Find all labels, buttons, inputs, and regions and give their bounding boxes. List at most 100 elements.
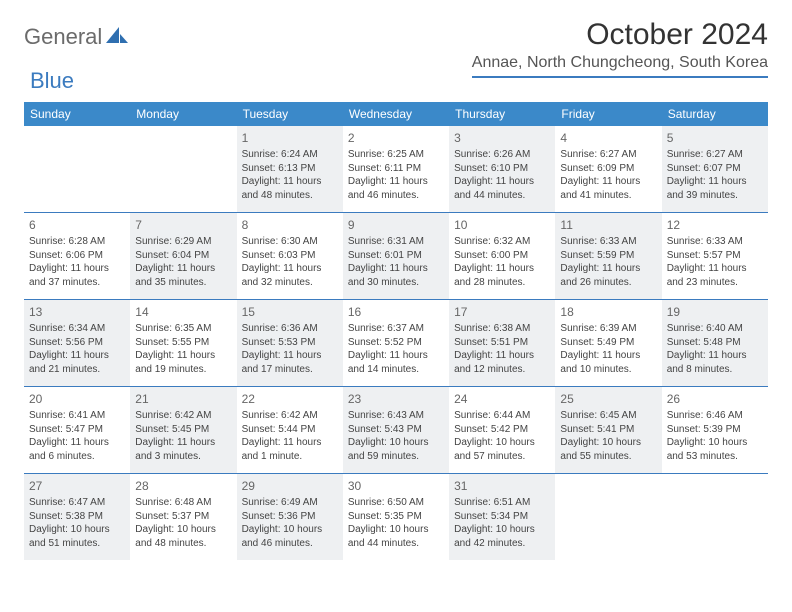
- sunset-text: Sunset: 5:35 PM: [348, 510, 444, 524]
- day-number: 19: [667, 304, 763, 320]
- day-cell: 18Sunrise: 6:39 AMSunset: 5:49 PMDayligh…: [555, 300, 661, 386]
- day-number: 30: [348, 478, 444, 494]
- sunrise-text: Sunrise: 6:34 AM: [29, 322, 125, 336]
- day-number: 15: [242, 304, 338, 320]
- sunset-text: Sunset: 5:56 PM: [29, 336, 125, 350]
- sunset-text: Sunset: 5:39 PM: [667, 423, 763, 437]
- daylight-text: and 10 minutes.: [560, 363, 656, 377]
- day-number: 7: [135, 217, 231, 233]
- sunset-text: Sunset: 6:06 PM: [29, 249, 125, 263]
- sunrise-text: Sunrise: 6:27 AM: [560, 148, 656, 162]
- day-number: 28: [135, 478, 231, 494]
- day-cell: 7Sunrise: 6:29 AMSunset: 6:04 PMDaylight…: [130, 213, 236, 299]
- sunrise-text: Sunrise: 6:28 AM: [29, 235, 125, 249]
- daylight-text: Daylight: 10 hours: [29, 523, 125, 537]
- day-number: 17: [454, 304, 550, 320]
- daylight-text: Daylight: 10 hours: [348, 436, 444, 450]
- daylight-text: and 32 minutes.: [242, 276, 338, 290]
- daylight-text: and 59 minutes.: [348, 450, 444, 464]
- daylight-text: Daylight: 10 hours: [242, 523, 338, 537]
- day-cell: 3Sunrise: 6:26 AMSunset: 6:10 PMDaylight…: [449, 126, 555, 212]
- daylight-text: and 28 minutes.: [454, 276, 550, 290]
- sunset-text: Sunset: 6:07 PM: [667, 162, 763, 176]
- day-number: 27: [29, 478, 125, 494]
- daylight-text: and 42 minutes.: [454, 537, 550, 551]
- daylight-text: Daylight: 11 hours: [560, 262, 656, 276]
- day-cell: [130, 126, 236, 212]
- calendar: SundayMondayTuesdayWednesdayThursdayFrid…: [24, 102, 768, 560]
- day-number: 5: [667, 130, 763, 146]
- daylight-text: and 12 minutes.: [454, 363, 550, 377]
- sunrise-text: Sunrise: 6:39 AM: [560, 322, 656, 336]
- daylight-text: and 37 minutes.: [29, 276, 125, 290]
- sunrise-text: Sunrise: 6:31 AM: [348, 235, 444, 249]
- daylight-text: Daylight: 10 hours: [560, 436, 656, 450]
- sunrise-text: Sunrise: 6:25 AM: [348, 148, 444, 162]
- sunset-text: Sunset: 5:44 PM: [242, 423, 338, 437]
- sunset-text: Sunset: 5:51 PM: [454, 336, 550, 350]
- daylight-text: and 41 minutes.: [560, 189, 656, 203]
- daylight-text: and 30 minutes.: [348, 276, 444, 290]
- day-cell: 9Sunrise: 6:31 AMSunset: 6:01 PMDaylight…: [343, 213, 449, 299]
- day-cell: 25Sunrise: 6:45 AMSunset: 5:41 PMDayligh…: [555, 387, 661, 473]
- sunrise-text: Sunrise: 6:44 AM: [454, 409, 550, 423]
- daylight-text: Daylight: 11 hours: [667, 262, 763, 276]
- daylight-text: and 44 minutes.: [454, 189, 550, 203]
- day-number: 21: [135, 391, 231, 407]
- sunset-text: Sunset: 5:34 PM: [454, 510, 550, 524]
- sunrise-text: Sunrise: 6:37 AM: [348, 322, 444, 336]
- weeks-container: 1Sunrise: 6:24 AMSunset: 6:13 PMDaylight…: [24, 126, 768, 560]
- day-number: 31: [454, 478, 550, 494]
- sunset-text: Sunset: 5:43 PM: [348, 423, 444, 437]
- sunset-text: Sunset: 5:52 PM: [348, 336, 444, 350]
- sunrise-text: Sunrise: 6:29 AM: [135, 235, 231, 249]
- daylight-text: Daylight: 11 hours: [560, 175, 656, 189]
- dow-cell: Thursday: [449, 102, 555, 126]
- daylight-text: and 21 minutes.: [29, 363, 125, 377]
- day-number: 10: [454, 217, 550, 233]
- day-cell: 8Sunrise: 6:30 AMSunset: 6:03 PMDaylight…: [237, 213, 343, 299]
- day-number: 2: [348, 130, 444, 146]
- day-cell: 4Sunrise: 6:27 AMSunset: 6:09 PMDaylight…: [555, 126, 661, 212]
- sunrise-text: Sunrise: 6:33 AM: [560, 235, 656, 249]
- daylight-text: and 48 minutes.: [242, 189, 338, 203]
- day-cell: 19Sunrise: 6:40 AMSunset: 5:48 PMDayligh…: [662, 300, 768, 386]
- day-cell: 5Sunrise: 6:27 AMSunset: 6:07 PMDaylight…: [662, 126, 768, 212]
- day-number: 23: [348, 391, 444, 407]
- sunrise-text: Sunrise: 6:51 AM: [454, 496, 550, 510]
- daylight-text: and 46 minutes.: [348, 189, 444, 203]
- daylight-text: and 17 minutes.: [242, 363, 338, 377]
- sunrise-text: Sunrise: 6:47 AM: [29, 496, 125, 510]
- week-row: 27Sunrise: 6:47 AMSunset: 5:38 PMDayligh…: [24, 474, 768, 560]
- sunrise-text: Sunrise: 6:40 AM: [667, 322, 763, 336]
- day-number: 11: [560, 217, 656, 233]
- day-number: 3: [454, 130, 550, 146]
- day-cell: 20Sunrise: 6:41 AMSunset: 5:47 PMDayligh…: [24, 387, 130, 473]
- daylight-text: Daylight: 11 hours: [348, 262, 444, 276]
- dow-cell: Tuesday: [237, 102, 343, 126]
- sunrise-text: Sunrise: 6:35 AM: [135, 322, 231, 336]
- daylight-text: Daylight: 11 hours: [348, 349, 444, 363]
- day-cell: 6Sunrise: 6:28 AMSunset: 6:06 PMDaylight…: [24, 213, 130, 299]
- daylight-text: and 44 minutes.: [348, 537, 444, 551]
- sunset-text: Sunset: 5:59 PM: [560, 249, 656, 263]
- daylight-text: and 14 minutes.: [348, 363, 444, 377]
- day-cell: 15Sunrise: 6:36 AMSunset: 5:53 PMDayligh…: [237, 300, 343, 386]
- dow-cell: Sunday: [24, 102, 130, 126]
- sunrise-text: Sunrise: 6:43 AM: [348, 409, 444, 423]
- day-number: 22: [242, 391, 338, 407]
- sunset-text: Sunset: 5:37 PM: [135, 510, 231, 524]
- sunset-text: Sunset: 6:13 PM: [242, 162, 338, 176]
- day-number: 25: [560, 391, 656, 407]
- day-number: 4: [560, 130, 656, 146]
- brand-part1: General: [24, 24, 102, 50]
- day-number: 13: [29, 304, 125, 320]
- day-cell: 17Sunrise: 6:38 AMSunset: 5:51 PMDayligh…: [449, 300, 555, 386]
- sunrise-text: Sunrise: 6:32 AM: [454, 235, 550, 249]
- day-cell: [662, 474, 768, 560]
- daylight-text: and 3 minutes.: [135, 450, 231, 464]
- week-row: 1Sunrise: 6:24 AMSunset: 6:13 PMDaylight…: [24, 126, 768, 213]
- daylight-text: and 53 minutes.: [667, 450, 763, 464]
- day-cell: 26Sunrise: 6:46 AMSunset: 5:39 PMDayligh…: [662, 387, 768, 473]
- daylight-text: Daylight: 11 hours: [242, 349, 338, 363]
